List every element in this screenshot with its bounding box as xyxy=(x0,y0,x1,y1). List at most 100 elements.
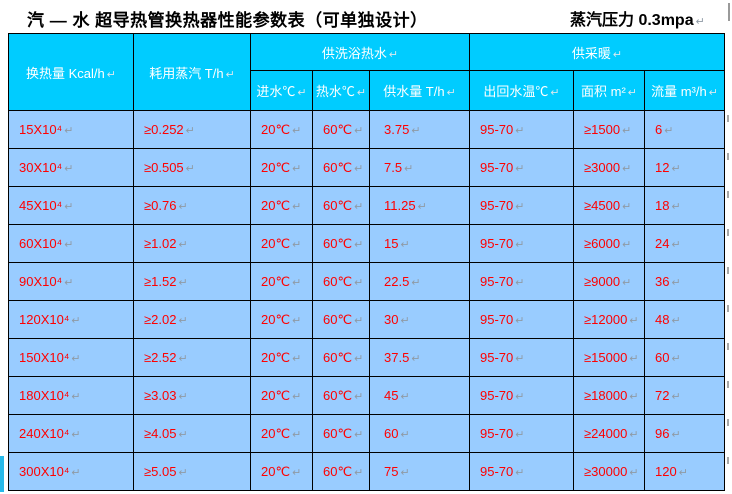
cell-supply-return-temp: 95-70 ↵ xyxy=(469,148,575,187)
cell-inlet-temp: 20℃ ↵ xyxy=(250,452,313,491)
cell-steam-consumption-value: ≥2.02 xyxy=(144,312,177,327)
header-supply-volume: 供水量 T/h ↵ xyxy=(368,70,471,111)
cell-supply-volume: 37.5 ↵ xyxy=(368,338,471,377)
cell-inlet-temp-value: 20℃ xyxy=(261,159,291,175)
cell-steam-consumption: ≥1.02 ↵ xyxy=(133,224,251,263)
paragraph-mark: ↵ xyxy=(515,315,525,327)
paragraph-mark: ↵ xyxy=(292,466,302,479)
paragraph-mark: ↵ xyxy=(629,429,639,441)
cell-flow-rate-value: 36 xyxy=(655,274,670,289)
cell-supply-volume-value: 7.5 xyxy=(384,160,403,175)
cell-flow-rate-value: 72 xyxy=(655,388,670,403)
cell-hot-water-temp-value: 60℃ xyxy=(323,121,353,137)
paragraph-mark: ↵ xyxy=(64,201,74,213)
paragraph-mark: ↵ xyxy=(404,163,414,175)
paragraph-mark: ↵ xyxy=(178,201,188,213)
cell-supply-return-temp-value: 95-70 xyxy=(480,426,514,441)
header-supply-return-temp-label: 出回水温℃ xyxy=(483,84,549,99)
table-row: 90X10⁴ ↵ ≥1.52 ↵ 20℃ ↵ 60℃ ↵ 22.5 ↵ 95-70 ↵ ≥9000 ↵ 36… xyxy=(8,262,726,301)
cell-supply-return-temp-value: 95-70 xyxy=(480,236,514,251)
cell-heat-capacity-value: 150X10⁴ xyxy=(19,350,70,365)
cell-supply-return-temp: 95-70 ↵ xyxy=(469,414,575,453)
cell-inlet-temp-value: 20℃ xyxy=(261,463,291,479)
cell-supply-return-temp: 95-70 ↵ xyxy=(469,262,575,301)
paragraph-mark: ↵ xyxy=(185,163,195,175)
cell-supply-volume-value: 15 xyxy=(384,236,399,251)
cell-steam-consumption: ≥4.05 ↵ xyxy=(133,414,251,453)
paragraph-mark: ↵ xyxy=(400,391,410,403)
paragraph-mark: ↵ xyxy=(671,315,681,327)
cell-heat-capacity-value: 180X10⁴ xyxy=(19,388,70,403)
cell-inlet-temp: 20℃ ↵ xyxy=(250,148,313,187)
cell-heat-capacity: 90X10⁴ ↵ xyxy=(8,262,134,301)
cell-supply-volume: 15 ↵ xyxy=(368,224,471,263)
cell-inlet-temp-value: 20℃ xyxy=(261,121,291,137)
end-of-row-mark xyxy=(727,381,729,388)
paragraph-mark: ↵ xyxy=(71,391,81,403)
paragraph-mark: ↵ xyxy=(612,48,623,61)
cell-supply-volume-value: 75 xyxy=(384,464,399,479)
cell-supply-return-temp-value: 95-70 xyxy=(480,350,514,365)
cell-heat-capacity: 300X10⁴ ↵ xyxy=(8,452,134,491)
paragraph-mark: ↵ xyxy=(178,391,188,403)
paragraph-mark: ↵ xyxy=(515,163,525,175)
cell-heating-area: ≥9000 ↵ xyxy=(573,262,646,301)
cell-supply-return-temp: 95-70 ↵ xyxy=(469,186,575,225)
cell-supply-return-temp: 95-70 ↵ xyxy=(469,376,575,415)
cell-flow-rate: 96 ↵ xyxy=(644,414,726,453)
paragraph-mark: ↵ xyxy=(515,277,525,289)
cell-supply-volume-value: 3.75 xyxy=(384,122,410,137)
cell-supply-volume-value: 22.5 xyxy=(384,274,410,289)
cell-hot-water-temp-value: 60℃ xyxy=(323,387,353,403)
cell-supply-return-temp: 95-70 ↵ xyxy=(469,452,575,491)
cell-supply-volume: 45 ↵ xyxy=(368,376,471,415)
paragraph-mark: ↵ xyxy=(178,239,188,251)
cell-flow-rate: 36 ↵ xyxy=(644,262,726,301)
cell-heating-area: ≥1500 ↵ xyxy=(573,110,646,149)
paragraph-mark: ↵ xyxy=(185,125,195,137)
header-inlet-temp: 进水℃ ↵ xyxy=(250,70,313,111)
cell-inlet-temp: 20℃ ↵ xyxy=(250,224,313,263)
parameters-table: 换热量 Kcal/h ↵ 耗用蒸汽 T/h ↵ 供洗浴热水 ↵ 供采暖 ↵ 进水℃ ↵ 热… xyxy=(8,33,726,491)
cell-flow-rate: 60 ↵ xyxy=(644,338,726,377)
header-steam-consumption: 耗用蒸汽 T/h ↵ xyxy=(133,33,251,111)
cell-heating-area-value: ≥15000 xyxy=(584,350,628,365)
cell-hot-water-temp-value: 60℃ xyxy=(323,311,353,327)
cell-steam-consumption-value: ≥5.05 xyxy=(144,464,177,479)
cell-supply-return-temp: 95-70 ↵ xyxy=(469,110,575,149)
cell-steam-consumption: ≥0.505 ↵ xyxy=(133,148,251,187)
cell-supply-return-temp-value: 95-70 xyxy=(480,122,514,137)
cell-heating-area: ≥6000 ↵ xyxy=(573,224,646,263)
paragraph-mark: ↵ xyxy=(622,163,632,175)
paragraph-mark: ↵ xyxy=(695,16,705,28)
cell-heating-area-value: ≥18000 xyxy=(584,388,628,403)
end-of-row-mark xyxy=(727,419,729,426)
paragraph-mark: ↵ xyxy=(71,467,81,479)
cell-heating-area-value: ≥6000 xyxy=(584,236,621,251)
cell-steam-consumption-value: ≥0.252 xyxy=(144,122,184,137)
cell-hot-water-temp-value: 60℃ xyxy=(323,159,353,175)
end-of-row-mark xyxy=(727,267,729,274)
cell-inlet-temp: 20℃ ↵ xyxy=(250,110,313,149)
paragraph-mark: ↵ xyxy=(515,125,525,137)
cell-hot-water-temp: 60℃ ↵ xyxy=(312,186,370,225)
steam-pressure-text: 蒸汽压力 0.3mpa xyxy=(570,12,694,29)
cell-steam-consumption-value: ≥1.02 xyxy=(144,236,177,251)
cell-inlet-temp-value: 20℃ xyxy=(261,349,291,365)
paragraph-mark: ↵ xyxy=(515,239,525,251)
paragraph-mark: ↵ xyxy=(622,201,632,213)
paragraph-mark: ↵ xyxy=(354,238,364,251)
cell-inlet-temp: 20℃ ↵ xyxy=(250,376,313,415)
cell-hot-water-temp: 60℃ ↵ xyxy=(312,338,370,377)
paragraph-mark: ↵ xyxy=(292,124,302,137)
paragraph-mark: ↵ xyxy=(515,467,525,479)
cell-hot-water-temp-value: 60℃ xyxy=(323,349,353,365)
paragraph-mark: ↵ xyxy=(515,429,525,441)
paragraph-mark: ↵ xyxy=(106,68,116,81)
header-steam-consumption-label: 耗用蒸汽 T/h xyxy=(149,65,224,81)
table-row: 180X10⁴ ↵ ≥3.03 ↵ 20℃ ↵ 60℃ ↵ 45 ↵ 95-70 ↵ ≥18000 ↵ 72… xyxy=(8,376,726,415)
cell-heating-area-value: ≥24000 xyxy=(584,426,628,441)
header-group-bath-hot-water: 供洗浴热水 ↵ xyxy=(249,33,471,71)
paragraph-mark: ↵ xyxy=(678,467,688,479)
cell-heat-capacity: 45X10⁴ ↵ xyxy=(8,186,134,225)
